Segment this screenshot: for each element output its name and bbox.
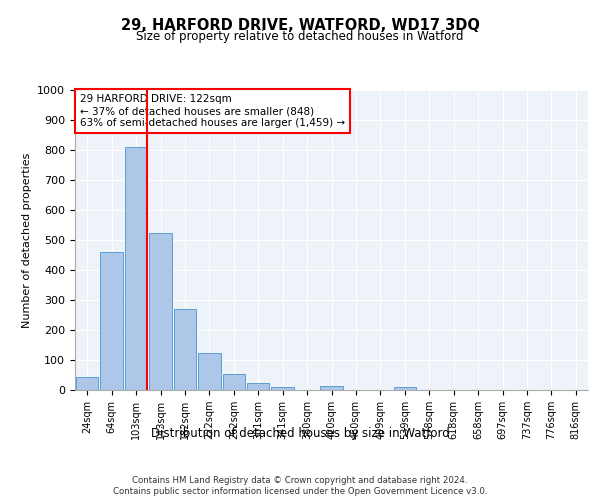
Text: Distribution of detached houses by size in Watford: Distribution of detached houses by size … — [151, 428, 449, 440]
Bar — [223, 374, 245, 390]
Bar — [320, 386, 343, 390]
Text: Size of property relative to detached houses in Watford: Size of property relative to detached ho… — [136, 30, 464, 43]
Bar — [173, 309, 196, 390]
Bar — [198, 352, 221, 390]
Text: 29 HARFORD DRIVE: 122sqm
← 37% of detached houses are smaller (848)
63% of semi-: 29 HARFORD DRIVE: 122sqm ← 37% of detach… — [80, 94, 345, 128]
Bar — [100, 252, 123, 390]
Bar — [271, 387, 294, 390]
Bar — [149, 232, 172, 390]
Bar — [247, 382, 269, 390]
Text: Contains public sector information licensed under the Open Government Licence v3: Contains public sector information licen… — [113, 488, 487, 496]
Text: Contains HM Land Registry data © Crown copyright and database right 2024.: Contains HM Land Registry data © Crown c… — [132, 476, 468, 485]
Bar — [394, 387, 416, 390]
Text: 29, HARFORD DRIVE, WATFORD, WD17 3DQ: 29, HARFORD DRIVE, WATFORD, WD17 3DQ — [121, 18, 479, 32]
Bar — [125, 147, 148, 390]
Bar — [76, 376, 98, 390]
Y-axis label: Number of detached properties: Number of detached properties — [22, 152, 32, 328]
